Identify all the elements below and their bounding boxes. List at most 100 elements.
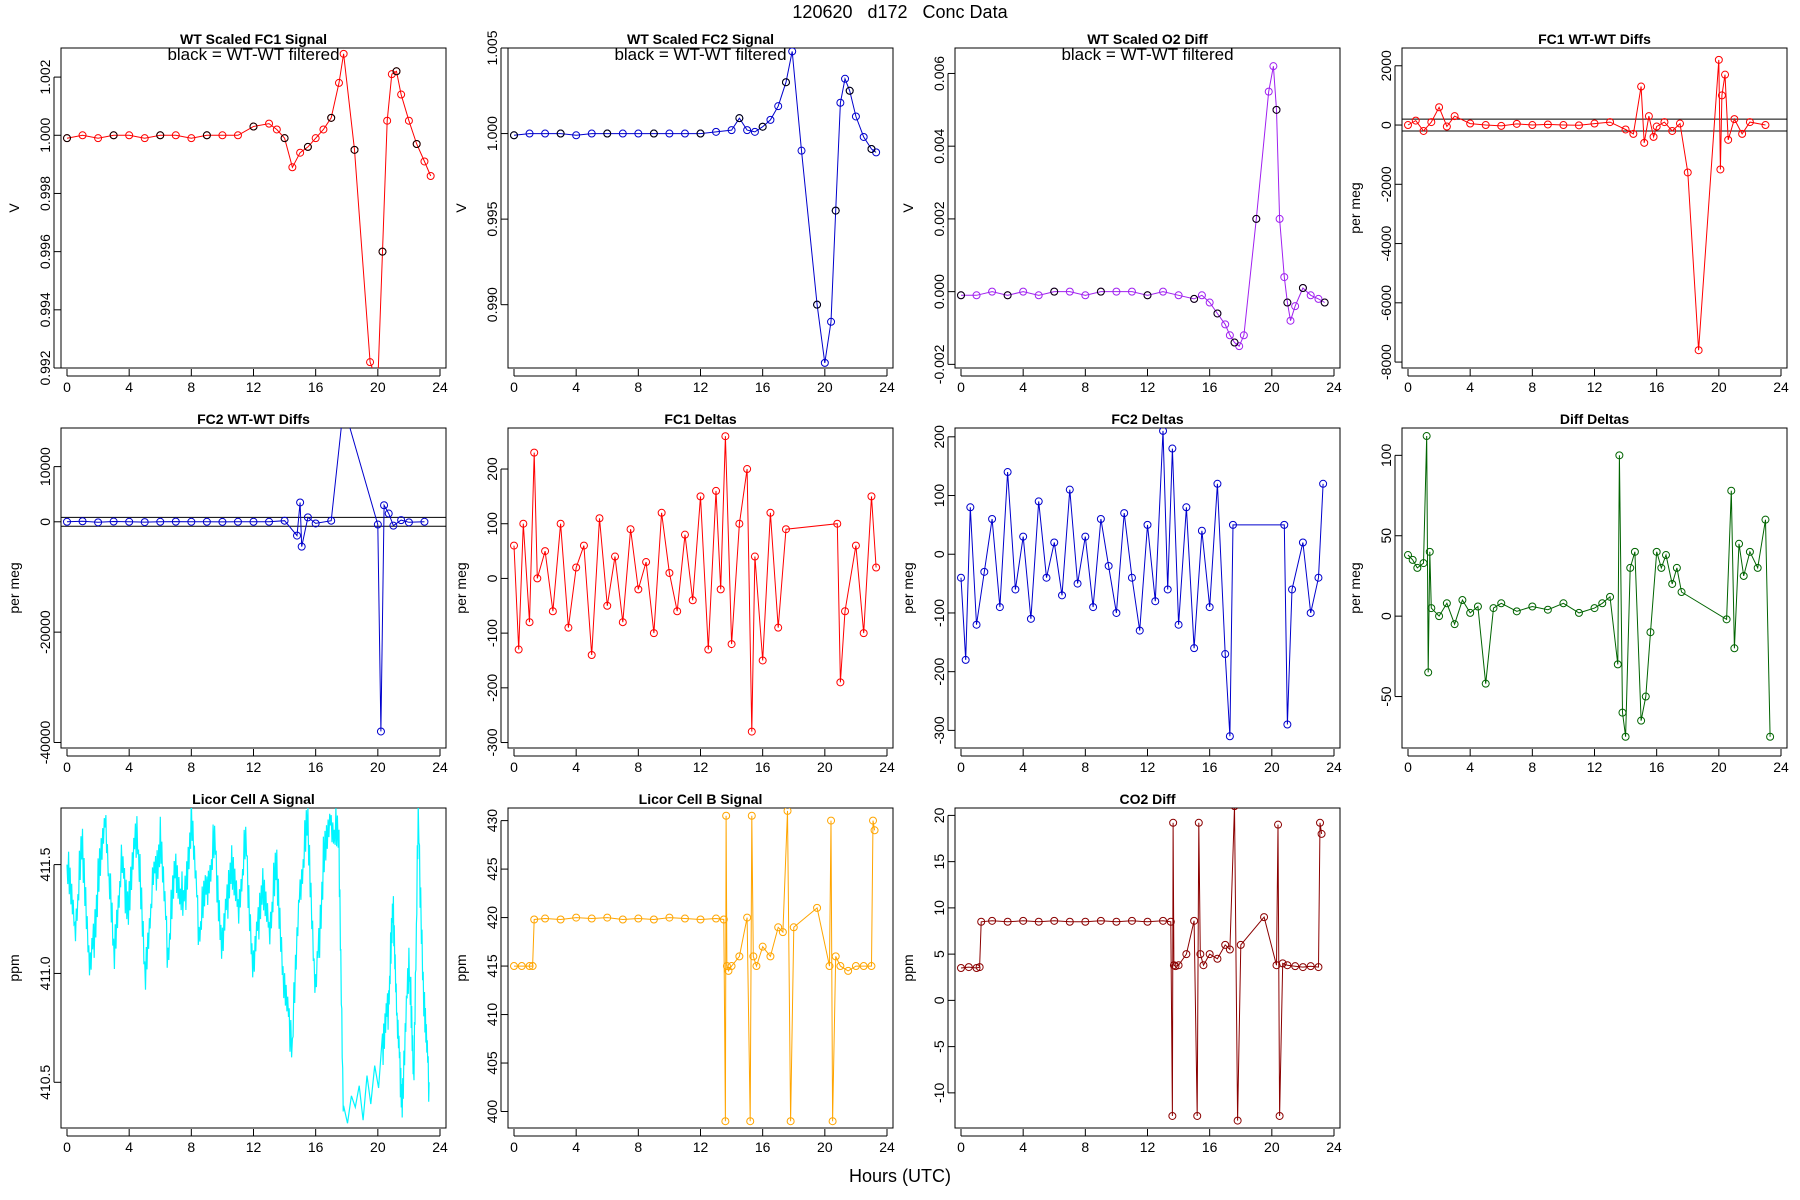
data-point <box>1668 126 1677 135</box>
filtered-point <box>202 131 211 140</box>
data-point <box>311 134 320 143</box>
y-tick-label: 0 <box>931 996 947 1004</box>
y-tick-label: 0 <box>1378 612 1394 620</box>
x-tick-label: 24 <box>432 379 448 395</box>
data-point <box>94 134 103 143</box>
data-point <box>1171 962 1180 971</box>
data-point <box>665 913 674 922</box>
data-point <box>171 517 180 526</box>
data-point <box>1677 588 1686 597</box>
plot-area <box>510 432 881 736</box>
data-point <box>758 942 767 951</box>
data-point <box>735 952 744 961</box>
plot-frame <box>954 427 1341 749</box>
data-point <box>867 492 876 501</box>
data-point <box>696 492 705 501</box>
data-point <box>680 914 689 923</box>
x-tick-label: 24 <box>1326 1139 1342 1155</box>
x-tick-label: 8 <box>187 379 195 395</box>
data-point <box>1174 620 1183 629</box>
y-tick-label: 411.5 <box>37 847 53 881</box>
x-tick-label: 24 <box>879 759 895 775</box>
x-tick-label: 20 <box>1711 379 1727 395</box>
data-point <box>1574 121 1583 130</box>
data-point <box>1168 1111 1177 1120</box>
data-point <box>265 119 274 128</box>
filtered-point <box>412 140 421 148</box>
data-point <box>722 962 731 971</box>
data-point <box>749 952 758 961</box>
data-point <box>1159 916 1168 925</box>
data-point <box>870 826 879 835</box>
data-point <box>1724 135 1733 144</box>
data-point <box>844 966 853 975</box>
filtered-point <box>327 113 336 122</box>
filtered-point <box>603 129 612 138</box>
data-point <box>1314 963 1323 972</box>
x-tick-label: 0 <box>63 379 71 395</box>
data-point <box>1466 608 1475 617</box>
x-tick-label: 4 <box>125 1139 133 1155</box>
x-tick-label: 8 <box>1081 1139 1089 1155</box>
plot-area <box>957 808 1326 1125</box>
data-point <box>972 620 981 629</box>
y-tick-label: 15 <box>931 854 947 870</box>
data-point <box>1721 70 1730 79</box>
data-point <box>125 517 134 526</box>
data-point <box>1190 916 1199 925</box>
data-point <box>1228 520 1237 529</box>
x-tick-label: 4 <box>572 379 580 395</box>
panel-6: FC1 Deltas 0 4 8 12 16 20 24 -300 -200 -100 0 100 200… <box>453 411 895 775</box>
x-tick-label: 12 <box>693 759 709 775</box>
plot-frame <box>954 47 1341 369</box>
data-point <box>1652 122 1661 131</box>
y-tick-label: -100 <box>931 599 947 627</box>
data-point <box>1730 644 1739 653</box>
filtered-point <box>845 86 854 95</box>
filtered-point <box>831 206 840 215</box>
filtered-point <box>156 131 165 140</box>
data-point <box>1317 829 1326 838</box>
data-point <box>712 486 721 495</box>
filtered-point <box>1213 309 1222 318</box>
data-point <box>783 808 792 815</box>
plot-frame <box>1401 47 1788 369</box>
series-line <box>960 808 1323 1121</box>
data-point <box>1427 118 1436 127</box>
data-point <box>1745 118 1754 127</box>
data-point <box>1450 620 1459 629</box>
y-axis-label: per meg <box>1347 562 1363 613</box>
data-point <box>1213 954 1222 963</box>
data-point <box>1050 916 1059 925</box>
data-point <box>851 962 860 971</box>
data-point <box>109 517 118 526</box>
data-point <box>280 516 289 525</box>
data-point <box>510 541 518 550</box>
data-point <box>1606 592 1615 601</box>
data-point <box>1543 605 1552 614</box>
y-tick-label: 10000 <box>37 447 53 486</box>
data-point <box>851 541 860 550</box>
y-tick-label: -8000 <box>1378 344 1394 380</box>
data-point <box>383 116 392 125</box>
x-tick-label: 16 <box>1202 1139 1218 1155</box>
x-tick-label: 0 <box>510 759 518 775</box>
panel-title: WT Scaled FC1 Signal <box>180 31 327 47</box>
x-tick-label: 20 <box>1711 759 1727 775</box>
data-point <box>389 521 398 530</box>
data-point <box>1174 961 1183 970</box>
data-point <box>626 525 635 534</box>
data-point <box>1112 608 1121 617</box>
data-point <box>872 563 881 572</box>
x-tick-label: 24 <box>432 1139 448 1155</box>
x-tick-label: 8 <box>1081 759 1089 775</box>
data-point <box>420 517 429 526</box>
panel-9: Licor Cell A Signal 0 4 8 12 16 20 24 410.5 411.0… <box>6 791 448 1155</box>
series-line <box>66 53 432 368</box>
data-point <box>187 517 196 526</box>
data-point <box>1481 679 1490 688</box>
data-point <box>265 517 274 526</box>
data-point <box>1050 538 1059 547</box>
data-point <box>1559 121 1568 130</box>
